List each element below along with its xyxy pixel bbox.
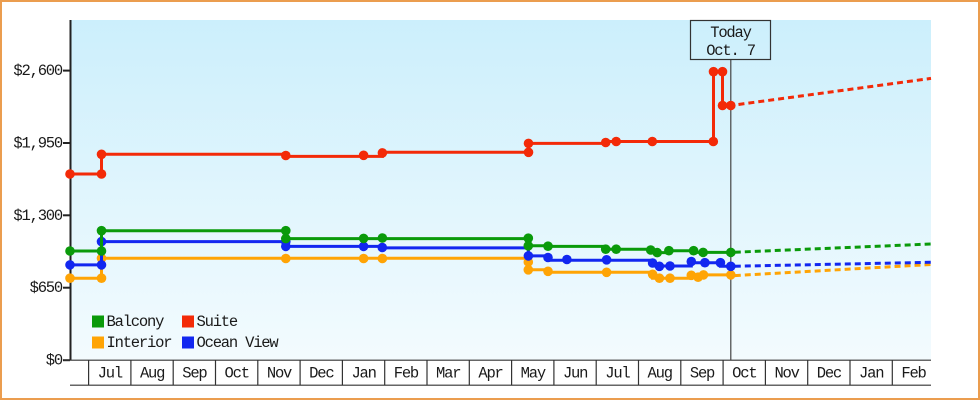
svg-text:$2,600: $2,600 <box>13 62 63 80</box>
svg-text:Jul: Jul <box>98 365 123 383</box>
svg-text:$0: $0 <box>46 352 63 370</box>
svg-text:$650: $650 <box>30 279 63 297</box>
svg-text:Nov: Nov <box>267 365 292 383</box>
svg-text:Jul: Jul <box>605 365 630 383</box>
svg-text:Aug: Aug <box>140 365 164 383</box>
svg-text:Mar: Mar <box>436 365 460 383</box>
svg-text:$1,300: $1,300 <box>13 207 63 225</box>
svg-text:Sep: Sep <box>182 365 207 383</box>
svg-text:Feb: Feb <box>394 365 419 383</box>
svg-text:Dec: Dec <box>309 365 334 383</box>
svg-text:May: May <box>521 365 546 383</box>
svg-text:Interior: Interior <box>107 334 172 352</box>
svg-text:Jun: Jun <box>563 365 587 383</box>
svg-text:Oct. 7: Oct. 7 <box>706 42 756 60</box>
svg-text:Apr: Apr <box>478 365 502 383</box>
svg-text:Oct: Oct <box>225 365 249 383</box>
svg-text:Nov: Nov <box>774 365 799 383</box>
svg-text:Today: Today <box>710 24 751 42</box>
svg-text:Sep: Sep <box>690 365 715 383</box>
svg-text:Balcony: Balcony <box>107 313 165 331</box>
svg-text:Jan: Jan <box>351 365 375 383</box>
svg-text:Jan: Jan <box>859 365 883 383</box>
svg-text:Oct: Oct <box>732 365 756 383</box>
svg-text:Aug: Aug <box>648 365 672 383</box>
svg-text:Suite: Suite <box>197 313 238 331</box>
svg-text:Ocean View: Ocean View <box>197 334 280 352</box>
svg-text:$1,950: $1,950 <box>13 135 63 153</box>
svg-text:Feb: Feb <box>901 365 926 383</box>
svg-text:Dec: Dec <box>817 365 842 383</box>
